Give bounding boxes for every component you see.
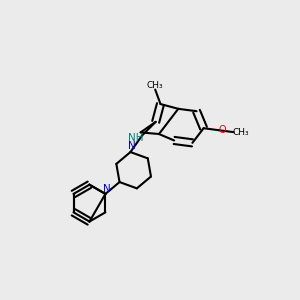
Text: N: N [103,184,111,194]
Text: NH: NH [128,134,144,143]
Text: CH₃: CH₃ [233,128,249,137]
Text: O: O [218,125,226,135]
Text: CH₃: CH₃ [147,81,164,90]
Text: N: N [128,141,136,151]
